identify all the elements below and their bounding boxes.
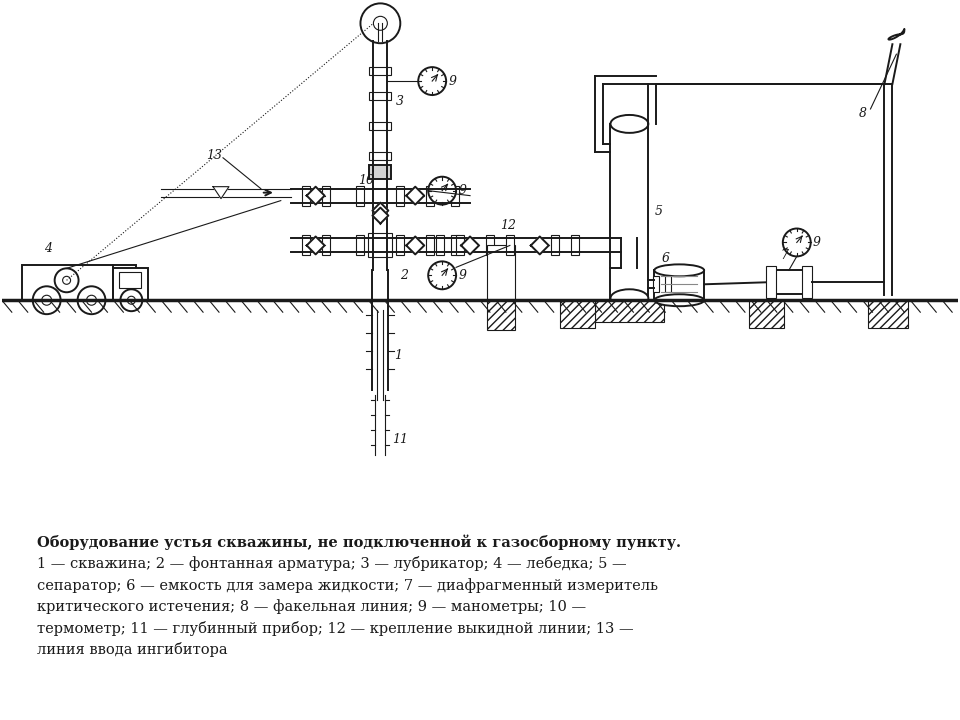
Bar — [771, 270, 806, 294]
Circle shape — [782, 228, 810, 256]
Bar — [301, 235, 310, 256]
Polygon shape — [372, 202, 389, 219]
Bar — [370, 152, 392, 160]
Bar — [22, 266, 136, 300]
Circle shape — [86, 295, 97, 305]
Text: 10: 10 — [358, 174, 374, 187]
Ellipse shape — [655, 294, 704, 306]
Bar — [611, 124, 648, 298]
Bar — [506, 235, 514, 256]
Bar — [551, 235, 559, 256]
Bar — [396, 235, 404, 256]
Text: 5: 5 — [655, 205, 662, 218]
Circle shape — [120, 289, 142, 311]
Text: 8: 8 — [858, 107, 867, 120]
Text: Оборудование устья скважины, не подключенной к газосборному пункту.: Оборудование устья скважины, не подключе… — [36, 534, 681, 550]
Polygon shape — [531, 236, 549, 254]
Polygon shape — [406, 236, 424, 254]
Bar — [369, 233, 393, 257]
Bar — [655, 270, 704, 300]
Text: 1: 1 — [395, 348, 402, 361]
Bar — [322, 235, 329, 256]
Circle shape — [128, 296, 135, 305]
Circle shape — [419, 67, 446, 95]
Bar — [749, 300, 783, 328]
Polygon shape — [461, 236, 479, 254]
Bar — [487, 246, 515, 300]
Bar — [396, 186, 404, 206]
Bar — [370, 67, 392, 75]
Circle shape — [55, 269, 79, 292]
Bar — [356, 186, 365, 206]
Bar — [370, 122, 392, 130]
Circle shape — [33, 287, 60, 314]
Circle shape — [428, 261, 456, 289]
Bar — [113, 269, 148, 300]
Ellipse shape — [611, 115, 648, 133]
Text: 13: 13 — [206, 149, 222, 162]
Circle shape — [428, 176, 456, 204]
Bar — [594, 300, 664, 322]
Text: 2: 2 — [400, 269, 408, 282]
Polygon shape — [306, 186, 324, 204]
Polygon shape — [888, 29, 904, 40]
Bar — [451, 235, 459, 256]
Bar — [436, 235, 444, 256]
Text: 4: 4 — [44, 242, 52, 255]
Circle shape — [78, 287, 106, 314]
Text: 9: 9 — [458, 184, 467, 197]
Bar — [665, 276, 671, 292]
Bar — [560, 300, 594, 328]
Bar — [869, 300, 908, 328]
Ellipse shape — [611, 289, 648, 307]
Bar — [370, 92, 392, 100]
Bar — [370, 165, 392, 179]
Bar — [766, 266, 776, 298]
Polygon shape — [213, 186, 229, 199]
Circle shape — [373, 17, 387, 30]
Bar — [356, 235, 365, 256]
Text: 9: 9 — [458, 269, 467, 282]
Text: 1 — скважина; 2 — фонтанная арматура; 3 — лубрикатор; 4 — лебедка; 5 —
сепаратор: 1 — скважина; 2 — фонтанная арматура; 3 … — [36, 557, 658, 657]
Polygon shape — [306, 236, 324, 254]
Bar — [802, 266, 812, 298]
Bar — [486, 235, 494, 256]
Text: 12: 12 — [500, 219, 516, 232]
Ellipse shape — [655, 264, 704, 276]
Bar — [426, 235, 434, 256]
Bar — [570, 235, 579, 256]
Bar — [119, 272, 141, 288]
Bar — [654, 276, 660, 292]
Circle shape — [41, 295, 52, 305]
Bar — [451, 186, 459, 206]
Text: 3: 3 — [396, 94, 404, 107]
Bar — [301, 186, 310, 206]
Polygon shape — [406, 186, 424, 204]
Circle shape — [360, 4, 400, 43]
Circle shape — [62, 276, 71, 284]
Text: 9: 9 — [448, 75, 456, 88]
Bar — [322, 186, 329, 206]
Bar — [456, 235, 464, 256]
Text: 7: 7 — [780, 249, 789, 262]
Polygon shape — [372, 207, 389, 223]
Text: 6: 6 — [661, 252, 669, 265]
Text: 11: 11 — [393, 433, 408, 446]
Text: 9: 9 — [813, 236, 821, 249]
Bar — [487, 300, 515, 330]
Bar — [426, 186, 434, 206]
